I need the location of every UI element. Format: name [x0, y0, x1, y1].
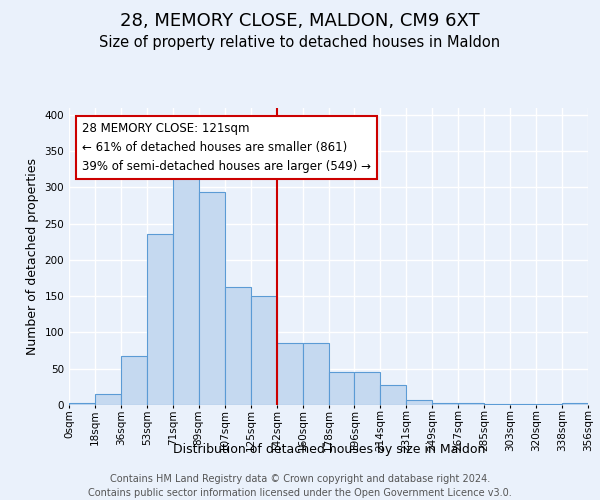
Bar [433, 403, 458, 405]
Text: Contains public sector information licensed under the Open Government Licence v3: Contains public sector information licen… [88, 488, 512, 498]
Text: 28 MEMORY CLOSE: 121sqm
← 61% of detached houses are smaller (861)
39% of semi-d: 28 MEMORY CLOSE: 121sqm ← 61% of detache… [82, 122, 371, 173]
Bar [484, 404, 510, 405]
Bar [69, 403, 95, 405]
Bar [147, 234, 173, 405]
Bar [277, 344, 302, 405]
Bar [329, 372, 355, 405]
Bar [173, 173, 199, 405]
Bar [380, 384, 406, 405]
Bar [121, 356, 147, 405]
Text: Size of property relative to detached houses in Maldon: Size of property relative to detached ho… [100, 35, 500, 50]
Bar [225, 288, 251, 405]
Bar [562, 403, 588, 405]
Y-axis label: Number of detached properties: Number of detached properties [26, 158, 39, 355]
Bar [510, 404, 536, 405]
Bar [251, 296, 277, 405]
Text: Contains HM Land Registry data © Crown copyright and database right 2024.: Contains HM Land Registry data © Crown c… [110, 474, 490, 484]
Bar [355, 372, 380, 405]
Bar [536, 404, 562, 405]
Bar [458, 403, 484, 405]
Bar [406, 400, 432, 405]
Text: 28, MEMORY CLOSE, MALDON, CM9 6XT: 28, MEMORY CLOSE, MALDON, CM9 6XT [120, 12, 480, 30]
Bar [302, 344, 329, 405]
Text: Distribution of detached houses by size in Maldon: Distribution of detached houses by size … [173, 442, 485, 456]
Bar [199, 192, 224, 405]
Bar [95, 394, 121, 405]
